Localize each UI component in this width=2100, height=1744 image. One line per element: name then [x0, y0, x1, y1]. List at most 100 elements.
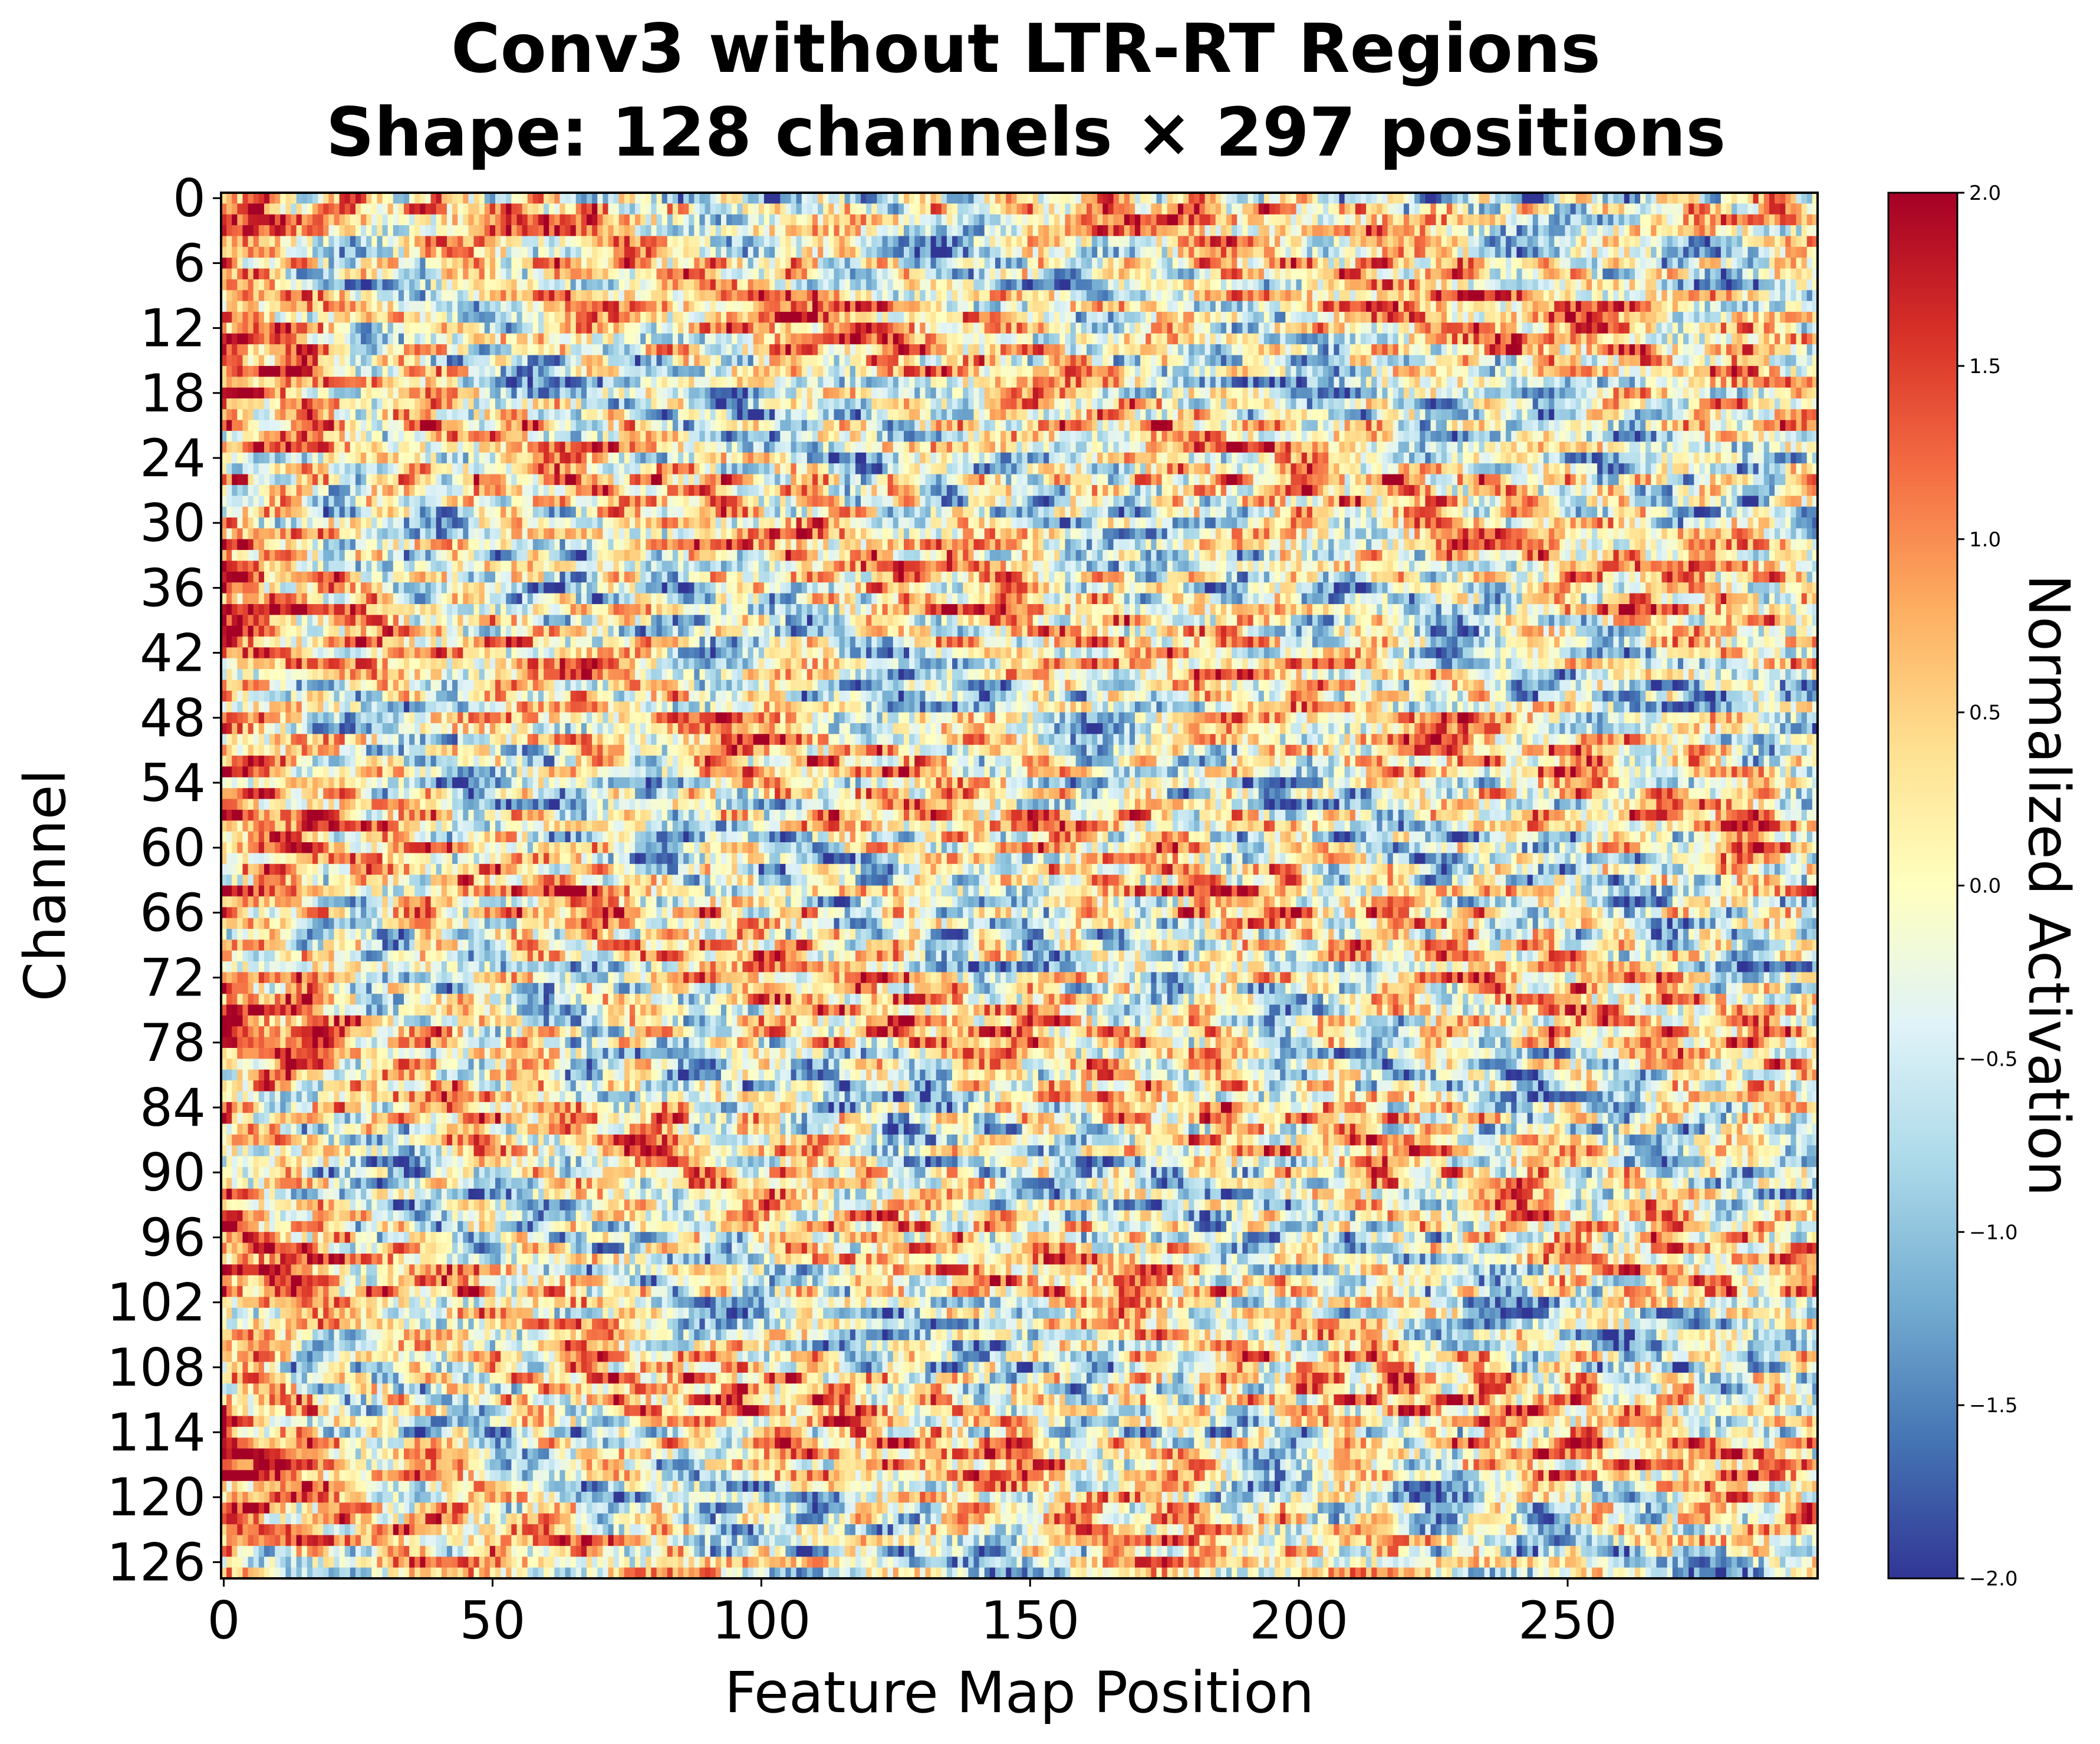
heatmap-cell: [1339, 334, 1345, 345]
heatmap-cell: [662, 236, 668, 247]
heatmap-cell: [673, 225, 679, 236]
heatmap-cell: [345, 344, 351, 355]
heatmap-cell: [1807, 279, 1813, 291]
heatmap-cell: [1092, 290, 1098, 301]
heatmap-cell: [1581, 279, 1587, 291]
heatmap-cell: [1065, 334, 1071, 345]
heatmap-cell: [1038, 215, 1044, 226]
heatmap-cell: [818, 215, 824, 226]
heatmap-cell: [1248, 225, 1254, 236]
heatmap-cell: [904, 301, 910, 312]
heatmap-cell: [1753, 225, 1759, 236]
heatmap-cell: [1581, 203, 1587, 215]
heatmap-cell: [828, 301, 834, 312]
heatmap-cell: [285, 258, 291, 269]
heatmap-cell: [651, 258, 657, 269]
heatmap-cell: [318, 301, 324, 312]
heatmap-cell: [490, 236, 496, 247]
heatmap-cell: [1178, 258, 1184, 269]
heatmap-cell: [1807, 290, 1813, 301]
heatmap-cell: [383, 269, 389, 280]
heatmap-cell: [1576, 193, 1582, 204]
heatmap-cell: [1479, 215, 1485, 226]
heatmap-cell: [1232, 301, 1237, 312]
heatmap-cell: [1011, 258, 1017, 269]
heatmap-cell: [759, 269, 765, 280]
heatmap-cell: [1081, 279, 1087, 291]
heatmap-cell: [1323, 193, 1329, 204]
heatmap-cell: [447, 301, 453, 312]
heatmap-cell: [931, 258, 937, 269]
heatmap-cell: [1146, 193, 1151, 204]
heatmap-cell: [1511, 269, 1517, 280]
heatmap-cell: [1285, 215, 1291, 226]
heatmap-cell: [371, 236, 377, 247]
heatmap-cell: [1624, 258, 1630, 269]
heatmap-cell: [968, 279, 974, 291]
heatmap-cell: [291, 193, 297, 204]
heatmap-cell: [651, 290, 657, 301]
heatmap-cell: [942, 312, 947, 323]
heatmap-cell: [1038, 225, 1044, 236]
heatmap-cell: [1581, 334, 1587, 345]
heatmap-cell: [952, 215, 958, 226]
heatmap-cell: [592, 193, 598, 204]
heatmap-cell: [516, 236, 522, 247]
heatmap-cell: [356, 225, 361, 236]
heatmap-cell: [565, 322, 571, 334]
heatmap-cell: [1506, 236, 1512, 247]
heatmap-cell: [1248, 236, 1254, 247]
heatmap-cell: [1350, 322, 1356, 334]
heatmap-cell: [506, 279, 512, 291]
heatmap-cell: [501, 193, 506, 204]
heatmap-cell: [291, 225, 297, 236]
heatmap-cell: [823, 225, 829, 236]
heatmap-cell: [840, 301, 845, 312]
heatmap-cell: [1753, 322, 1759, 334]
heatmap-cell: [1447, 301, 1453, 312]
heatmap-cell: [1473, 193, 1479, 204]
heatmap-cell: [280, 334, 286, 345]
heatmap-cell: [1807, 225, 1813, 236]
heatmap-cell: [1699, 322, 1705, 334]
heatmap-cell: [603, 334, 608, 345]
heatmap-cell: [1119, 247, 1125, 258]
heatmap-cell: [1559, 247, 1565, 258]
heatmap-cell: [1726, 290, 1732, 301]
heatmap-cell: [1785, 334, 1791, 345]
heatmap-cell: [646, 344, 651, 355]
heatmap-cell: [463, 215, 469, 226]
heatmap-cell: [1205, 247, 1211, 258]
heatmap-cell: [840, 279, 845, 291]
heatmap-cell: [1312, 312, 1318, 323]
heatmap-cell: [662, 247, 668, 258]
heatmap-cell: [571, 334, 577, 345]
heatmap-cell: [592, 215, 598, 226]
heatmap-cell: [1135, 269, 1141, 280]
heatmap-cell: [495, 247, 501, 258]
heatmap-cell: [1441, 301, 1447, 312]
heatmap-cell: [726, 269, 732, 280]
heatmap-cell: [1312, 279, 1318, 291]
heatmap-cell: [1345, 301, 1351, 312]
heatmap-cell: [614, 269, 620, 280]
heatmap-cell: [1479, 203, 1485, 215]
heatmap-cell: [1705, 279, 1711, 291]
heatmap-cell: [312, 301, 318, 312]
heatmap-cell: [855, 312, 861, 323]
heatmap-cell: [796, 322, 802, 334]
heatmap-cell: [457, 269, 463, 280]
heatmap-cell: [361, 236, 367, 247]
heatmap-cell: [1716, 334, 1722, 345]
heatmap-cell: [1000, 236, 1006, 247]
heatmap-cell: [1280, 334, 1286, 345]
heatmap-cell: [1146, 322, 1151, 334]
heatmap-cell: [1721, 193, 1727, 204]
heatmap-cell: [931, 225, 937, 236]
heatmap-cell: [1339, 247, 1345, 258]
heatmap-cell: [705, 203, 711, 215]
heatmap-cell: [1592, 215, 1598, 226]
heatmap-cell: [673, 193, 679, 204]
heatmap-cell: [1528, 215, 1533, 226]
heatmap-cell: [705, 247, 711, 258]
